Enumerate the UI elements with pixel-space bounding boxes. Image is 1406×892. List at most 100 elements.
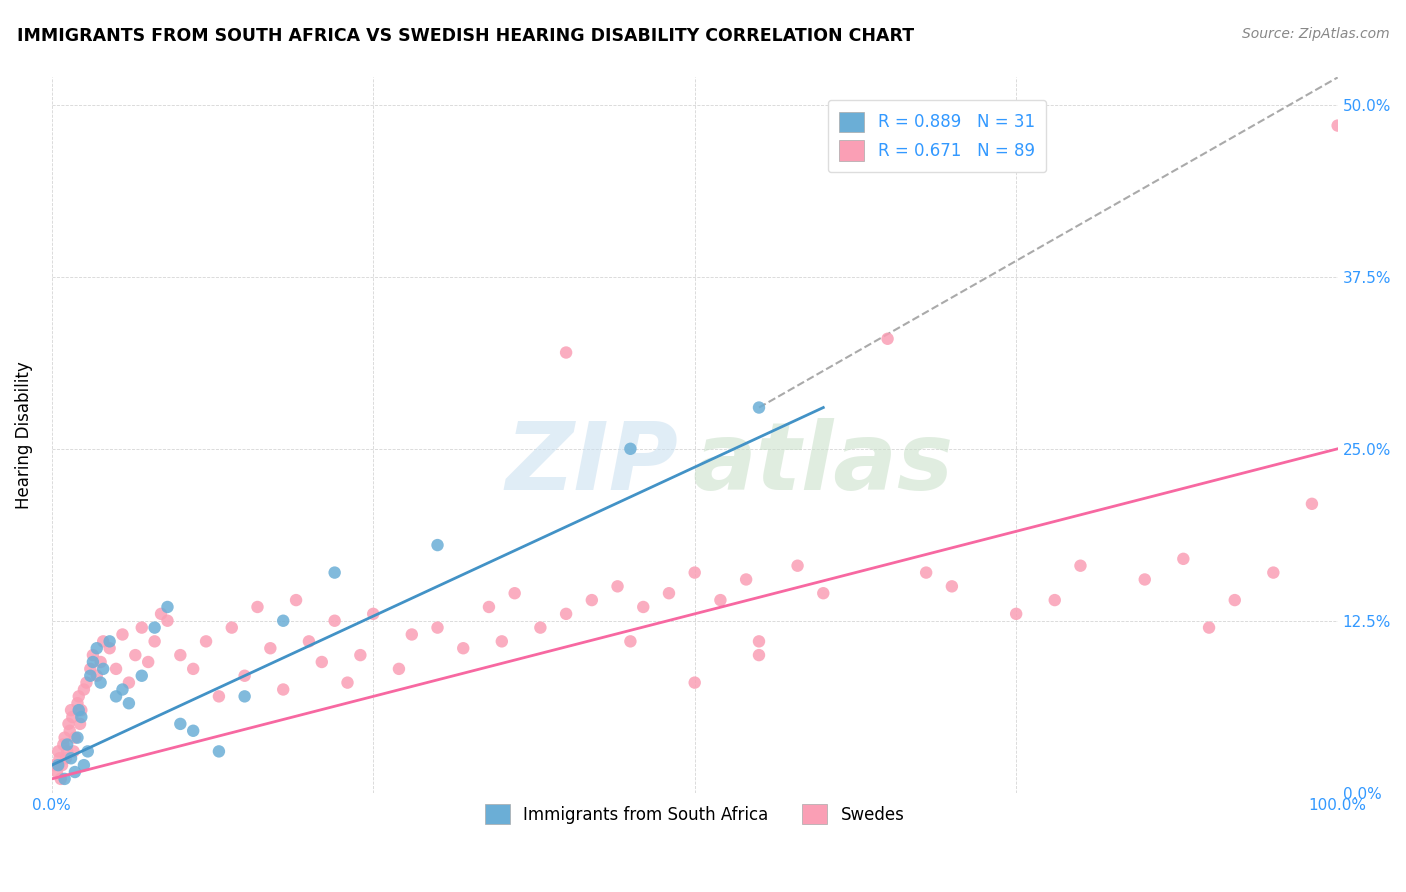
Point <box>67 703 90 717</box>
Point <box>581 593 603 607</box>
Point <box>79 662 101 676</box>
Point <box>51 758 73 772</box>
Point <box>426 538 449 552</box>
Point <box>150 607 173 621</box>
Point <box>156 599 179 614</box>
Point <box>259 641 281 656</box>
Point <box>361 607 384 621</box>
Point <box>876 332 898 346</box>
Point <box>658 586 681 600</box>
Point <box>915 566 938 580</box>
Point <box>683 566 706 580</box>
Point <box>478 599 501 614</box>
Point <box>786 558 808 573</box>
Point <box>1301 497 1323 511</box>
Point <box>124 648 146 662</box>
Point <box>70 703 93 717</box>
Point <box>451 641 474 656</box>
Point <box>86 641 108 656</box>
Point <box>136 655 159 669</box>
Point <box>69 717 91 731</box>
Point <box>53 772 76 786</box>
Point <box>111 627 134 641</box>
Point <box>90 675 112 690</box>
Point <box>1069 558 1091 573</box>
Point <box>181 723 204 738</box>
Point <box>62 744 84 758</box>
Point <box>233 669 256 683</box>
Point <box>619 442 641 456</box>
Legend: Immigrants from South Africa, Swedes: Immigrants from South Africa, Swedes <box>475 794 914 834</box>
Point <box>1263 566 1285 580</box>
Point <box>633 599 655 614</box>
Point <box>98 634 121 648</box>
Point <box>735 573 758 587</box>
Point <box>63 764 86 779</box>
Point <box>53 731 76 745</box>
Point <box>323 614 346 628</box>
Point <box>67 690 90 704</box>
Point <box>491 634 513 648</box>
Point <box>105 662 128 676</box>
Point <box>46 744 69 758</box>
Point <box>555 345 578 359</box>
Point <box>59 723 82 738</box>
Point <box>76 675 98 690</box>
Point <box>748 634 770 648</box>
Point <box>143 634 166 648</box>
Point <box>169 717 191 731</box>
Point <box>63 731 86 745</box>
Point <box>748 401 770 415</box>
Point <box>426 621 449 635</box>
Point <box>66 731 89 745</box>
Y-axis label: Hearing Disability: Hearing Disability <box>15 361 32 509</box>
Point <box>73 682 96 697</box>
Point <box>349 648 371 662</box>
Point <box>1133 573 1156 587</box>
Point <box>48 751 70 765</box>
Point <box>56 744 79 758</box>
Point <box>208 744 231 758</box>
Point <box>195 634 218 648</box>
Point <box>323 566 346 580</box>
Point <box>143 621 166 635</box>
Text: IMMIGRANTS FROM SOUTH AFRICA VS SWEDISH HEARING DISABILITY CORRELATION CHART: IMMIGRANTS FROM SOUTH AFRICA VS SWEDISH … <box>17 27 914 45</box>
Point <box>529 621 551 635</box>
Point <box>401 627 423 641</box>
Point <box>91 662 114 676</box>
Point <box>336 675 359 690</box>
Point <box>1326 119 1348 133</box>
Point <box>208 690 231 704</box>
Point <box>619 634 641 648</box>
Point <box>131 621 153 635</box>
Point <box>46 758 69 772</box>
Point <box>60 710 83 724</box>
Text: Source: ZipAtlas.com: Source: ZipAtlas.com <box>1241 27 1389 41</box>
Point <box>285 593 308 607</box>
Point <box>52 738 75 752</box>
Point <box>90 655 112 669</box>
Point <box>271 682 294 697</box>
Point <box>1223 593 1246 607</box>
Point <box>1043 593 1066 607</box>
Point <box>709 593 731 607</box>
Point <box>271 614 294 628</box>
Point <box>79 669 101 683</box>
Point <box>181 662 204 676</box>
Point <box>111 682 134 697</box>
Point <box>606 579 628 593</box>
Point <box>55 751 77 765</box>
Point <box>1173 551 1195 566</box>
Point <box>503 586 526 600</box>
Point <box>1198 621 1220 635</box>
Point <box>45 764 67 779</box>
Point <box>60 751 83 765</box>
Point <box>311 655 333 669</box>
Point <box>941 579 963 593</box>
Point <box>748 648 770 662</box>
Point <box>221 621 243 635</box>
Point <box>156 614 179 628</box>
Point <box>73 758 96 772</box>
Point <box>118 696 141 710</box>
Point <box>91 634 114 648</box>
